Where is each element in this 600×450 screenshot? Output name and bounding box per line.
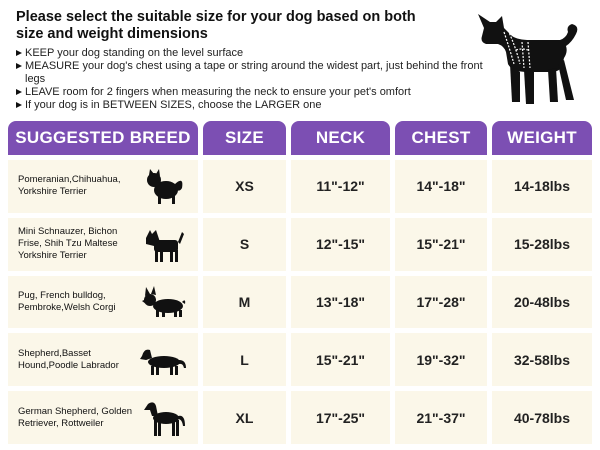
weight-cell: 14-18lbs: [492, 160, 592, 213]
weight-cell: 15-28lbs: [492, 217, 592, 271]
breed-names: Mini Schnauzer, Bichon Frise, Shih Tzu M…: [18, 226, 118, 262]
size-chart-table: SUGGESTED BREED SIZE NECK CHEST WEIGHT P…: [8, 121, 592, 444]
breed-cell: Shepherd,Basset Hound,Poodle Labrador: [8, 333, 198, 387]
instruction-item: KEEP your dog standing on the level surf…: [16, 47, 486, 60]
breed-names: German Shepherd, Golden Retriever, Rottw…: [18, 405, 133, 429]
neck-cell: 17"-25": [291, 391, 390, 444]
breed-cell: Mini Schnauzer, Bichon Frise, Shih Tzu M…: [8, 217, 198, 271]
instruction-item: LEAVE room for 2 fingers when measuring …: [16, 86, 486, 99]
column-header-breed: SUGGESTED BREED: [8, 121, 198, 155]
pomeranian-icon: [138, 166, 188, 206]
corgi-icon: [138, 282, 188, 322]
chest-cell: 14"-18": [395, 160, 487, 213]
page-title: Please select the suitable size for your…: [16, 9, 416, 42]
column-header-weight: WEIGHT: [492, 121, 592, 155]
column-header-neck: NECK: [291, 121, 390, 155]
schnauzer-icon: [138, 224, 188, 264]
chest-cell: 21"-37": [395, 391, 487, 444]
chest-cell: 17"-28": [395, 275, 487, 329]
neck-cell: 11"-12": [291, 160, 390, 213]
instruction-item: MEASURE your dog's chest using a tape or…: [16, 60, 486, 86]
neck-cell: 15"-21": [291, 333, 390, 387]
column-header-chest: CHEST: [395, 121, 487, 155]
neck-cell: 13"-18": [291, 275, 390, 329]
breed-names: Shepherd,Basset Hound,Poodle Labrador: [18, 347, 119, 371]
dachshund-icon: [138, 340, 188, 380]
chest-cell: 15"-21": [395, 217, 487, 271]
breed-names: Pug, French bulldog, Pembroke,Welsh Corg…: [18, 289, 116, 313]
dog-harness-icon: [468, 6, 586, 110]
weight-cell: 32-58lbs: [492, 333, 592, 387]
size-cell: M: [203, 275, 286, 329]
size-cell: S: [203, 217, 286, 271]
breed-cell: Pomeranian,Chihuahua, Yorkshire Terrier: [8, 160, 198, 213]
breed-names: Pomeranian,Chihuahua, Yorkshire Terrier: [18, 174, 121, 198]
size-cell: XL: [203, 391, 286, 444]
instructions-list: KEEP your dog standing on the level surf…: [16, 47, 486, 112]
column-header-size: SIZE: [203, 121, 286, 155]
neck-cell: 12"-15": [291, 217, 390, 271]
weight-cell: 40-78lbs: [492, 391, 592, 444]
breed-cell: Pug, French bulldog, Pembroke,Welsh Corg…: [8, 275, 198, 329]
size-cell: XS: [203, 160, 286, 213]
chest-cell: 19"-32": [395, 333, 487, 387]
size-cell: L: [203, 333, 286, 387]
weight-cell: 20-48lbs: [492, 275, 592, 329]
great-dane-icon: [138, 398, 188, 438]
breed-cell: German Shepherd, Golden Retriever, Rottw…: [8, 391, 198, 444]
instruction-item: If your dog is in BETWEEN SIZES, choose …: [16, 99, 486, 112]
